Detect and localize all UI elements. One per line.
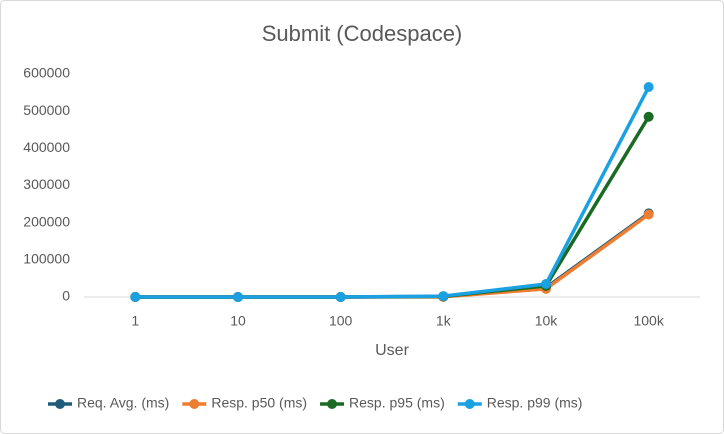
legend-label: Resp. p99 (ms): [487, 395, 583, 411]
x-axis-title: User: [375, 342, 409, 359]
legend-marker: [189, 399, 200, 409]
data-point: [233, 292, 243, 302]
data-point: [541, 278, 551, 289]
chart-title: Submit (Codespace): [262, 21, 463, 46]
legend-label: Resp. p95 (ms): [349, 395, 445, 411]
x-tick-label: 10k: [535, 313, 559, 329]
data-point: [130, 292, 141, 302]
legend-marker: [327, 399, 338, 409]
data-point: [335, 292, 346, 302]
y-tick-label: 600000: [23, 65, 70, 81]
legend-marker: [55, 399, 65, 409]
y-tick-label: 200000: [23, 213, 70, 229]
series-line: [135, 86, 651, 299]
x-tick-label: 1: [131, 313, 139, 329]
y-tick-label: 100000: [23, 251, 70, 267]
y-tick-label: 400000: [23, 139, 70, 155]
legend-marker: [464, 399, 475, 409]
y-tick-label: 0: [62, 288, 70, 304]
y-tick-label: 300000: [23, 176, 70, 192]
legend-label: Resp. p50 (ms): [211, 395, 307, 411]
x-tick-label: 100k: [633, 313, 664, 329]
x-tick-label: 1k: [436, 313, 452, 329]
data-point: [438, 291, 449, 302]
data-point: [643, 111, 654, 122]
x-tick-label: 100: [329, 313, 353, 329]
x-tick-label: 10: [230, 313, 246, 329]
data-point: [643, 209, 654, 220]
y-tick-label: 500000: [23, 102, 70, 118]
legend-label: Req. Avg. (ms): [77, 395, 169, 411]
data-point: [643, 82, 654, 93]
